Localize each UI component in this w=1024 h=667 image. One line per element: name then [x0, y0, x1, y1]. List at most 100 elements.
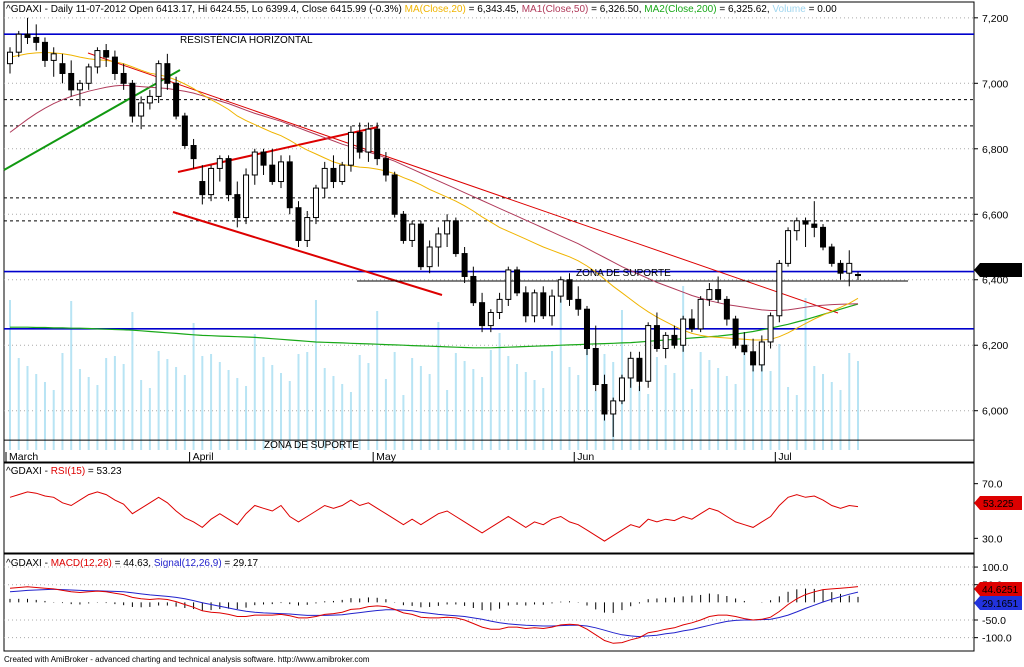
candle-body	[706, 289, 713, 300]
price-tick-label: 6,200	[982, 340, 1008, 352]
candle	[243, 168, 250, 225]
candle	[321, 161, 328, 198]
candle-body	[767, 315, 774, 343]
candle	[365, 122, 372, 162]
candle-body	[7, 51, 13, 65]
rsi-badge-text: 53.225	[983, 499, 1014, 510]
candle-body	[435, 233, 442, 248]
candle-body	[566, 279, 573, 300]
last-price-badge-text: 6,415.99	[982, 266, 1021, 277]
candle-body	[601, 384, 608, 415]
candle	[234, 181, 241, 228]
candle-body	[610, 400, 617, 415]
macd-panel-frame	[3, 553, 975, 652]
annotation-support-low: ZONA DE SUPORTE	[264, 440, 359, 451]
candle-body	[138, 102, 145, 117]
candle	[531, 289, 538, 323]
ma200-line	[10, 303, 859, 349]
footer-credit: Created with AmiBroker - advanced charti…	[4, 655, 370, 664]
candle-body	[50, 53, 57, 61]
channel-red-long-thin	[87, 52, 839, 314]
candle-body	[181, 115, 188, 147]
candle	[225, 155, 232, 202]
candle-body	[461, 253, 468, 277]
rsi-badge: 53.225	[974, 496, 1022, 510]
candle	[732, 315, 739, 349]
candle-body	[487, 311, 494, 327]
candle-body	[295, 207, 302, 241]
month-label: May	[376, 451, 397, 463]
candle-body	[59, 63, 66, 74]
candle	[505, 266, 512, 306]
macd-panel-header: ^GDAXI - MACD(12,26) = 44.63, Signal(12,…	[6, 558, 259, 569]
candle-body	[103, 50, 110, 58]
candle-body	[365, 128, 372, 153]
candle-body	[286, 161, 293, 209]
candle	[496, 292, 503, 320]
candle	[155, 60, 162, 103]
macd-badge: 44.6251	[974, 582, 1022, 596]
candle-body	[76, 82, 83, 91]
candle	[400, 210, 407, 244]
signal-label: Signal(12,26,9)	[154, 558, 222, 569]
candle-body	[575, 298, 582, 310]
candle-body	[129, 82, 136, 117]
price-tick-label: 6,600	[982, 209, 1008, 221]
rsi-symbol: ^GDAXI	[6, 466, 42, 477]
candle-body	[723, 298, 730, 320]
candle-body	[828, 246, 835, 264]
candle	[479, 292, 486, 333]
candle	[671, 325, 678, 349]
candle	[356, 122, 363, 159]
candle	[417, 220, 424, 270]
candle-body	[85, 66, 92, 84]
candle	[278, 155, 285, 189]
candle	[470, 266, 477, 306]
candle-body	[811, 223, 818, 228]
candlesticks	[7, 17, 861, 437]
candle-body	[549, 295, 556, 317]
candle	[793, 217, 800, 241]
candle	[645, 322, 652, 388]
macd-symbol: ^GDAXI	[6, 558, 42, 569]
candle-body	[802, 220, 809, 225]
candle	[339, 161, 346, 185]
rsi-panel-header: ^GDAXI - RSI(15) = 53.23	[6, 466, 122, 477]
candle-body	[592, 348, 599, 386]
candle-body	[339, 164, 346, 183]
grid-lines	[4, 17, 974, 412]
horizontal-levels	[4, 33, 974, 441]
candle	[269, 148, 276, 185]
candle-body	[522, 292, 529, 317]
candle	[566, 273, 573, 306]
macd-tick-label: -100.0	[982, 633, 1012, 645]
rsi-panel-frame	[3, 462, 975, 554]
candle-body	[444, 220, 451, 235]
candle	[347, 125, 354, 172]
candle-body	[741, 344, 748, 353]
candle-body	[356, 131, 363, 153]
candle-body	[697, 298, 704, 330]
candle-body	[627, 357, 634, 379]
header-ma200-label: MA2(Close,200)	[644, 4, 716, 15]
candle	[24, 17, 31, 45]
candle-body	[374, 128, 381, 160]
candle-body	[190, 145, 197, 160]
price-panel-frame	[3, 1, 975, 463]
candle-body	[793, 220, 800, 232]
candle	[103, 44, 110, 67]
candle	[295, 201, 302, 248]
header-volume-label: Volume	[772, 4, 806, 15]
candle	[688, 309, 695, 333]
candle	[129, 80, 136, 123]
candle	[514, 266, 521, 297]
price-tick-label: 6,400	[982, 275, 1008, 287]
price-panel-header: ^GDAXI - Daily 11-07-2012 Open 6413.17, …	[6, 4, 837, 15]
candle	[181, 112, 188, 149]
candle	[444, 214, 451, 248]
candle	[216, 155, 223, 182]
candle-body	[382, 158, 389, 176]
price-axis-ticks: 7,200 7,000 6,800 6,600 6,400 6,200 6,000	[974, 13, 1008, 418]
candle-body	[653, 325, 660, 350]
